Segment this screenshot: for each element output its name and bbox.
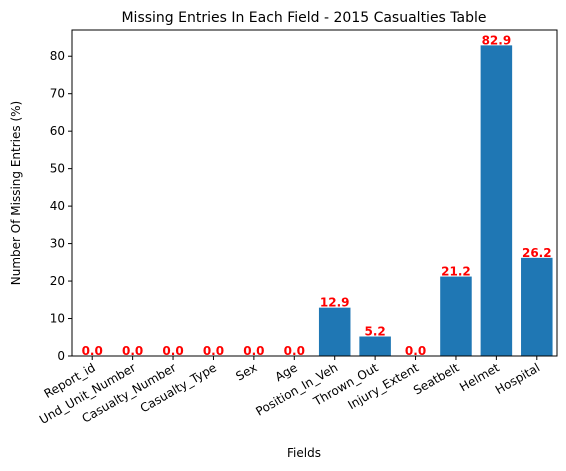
bar-helmet [480, 45, 513, 356]
y-tick-label-70: 70 [50, 87, 65, 101]
y-axis: 0 10 20 30 40 50 60 70 80 [50, 49, 72, 363]
x-axis-label: Fields [287, 446, 321, 460]
bars-group [318, 45, 553, 356]
data-label-hospital: 26.2 [522, 246, 552, 260]
data-labels-group: 0.0 0.0 0.0 0.0 0.0 0.0 12.9 5.2 0.0 21.2 82.9 26.2 [82, 33, 552, 358]
data-label-casualty-number: 0.0 [162, 344, 183, 358]
x-tick-label-sex: Sex [233, 360, 259, 383]
data-label-seatbelt: 21.2 [441, 265, 471, 279]
plot-frame [71, 29, 558, 357]
y-tick-label-50: 50 [50, 162, 65, 176]
chart-title: Missing Entries In Each Field - 2015 Cas… [121, 10, 486, 26]
y-tick-label-0: 0 [57, 349, 65, 363]
data-label-position-in-veh: 12.9 [320, 296, 350, 310]
data-label-sex: 0.0 [243, 344, 264, 358]
x-tick-label-age: Age [273, 360, 300, 384]
data-label-age: 0.0 [284, 344, 305, 358]
x-tick-label-hospital: Hospital [493, 360, 542, 397]
x-tick-label-seatbelt: Seatbelt [411, 360, 462, 397]
data-label-thrown-out: 5.2 [364, 325, 385, 339]
y-axis-label: Number Of Missing Entries (%) [9, 101, 23, 285]
y-tick-label-80: 80 [50, 49, 65, 63]
bar-position-in-veh [318, 307, 351, 356]
bar-seatbelt [440, 276, 472, 356]
y-tick-label-60: 60 [50, 124, 65, 138]
data-label-injury-extent: 0.0 [405, 344, 426, 358]
data-label-helmet: 82.9 [482, 33, 512, 47]
data-label-und-unit-number: 0.0 [122, 344, 143, 358]
data-label-report-id: 0.0 [82, 344, 103, 358]
bar-thrown-out [359, 336, 391, 356]
y-tick-label-30: 30 [50, 237, 65, 251]
data-label-casualty-type: 0.0 [203, 344, 224, 358]
y-tick-label-40: 40 [50, 199, 65, 213]
y-tick-label-10: 10 [50, 312, 65, 326]
y-tick-label-20: 20 [50, 274, 65, 288]
x-axis: Report_idUnd_Unit_NumberCasualty_NumberC… [37, 356, 542, 427]
bar-hospital [521, 257, 553, 356]
